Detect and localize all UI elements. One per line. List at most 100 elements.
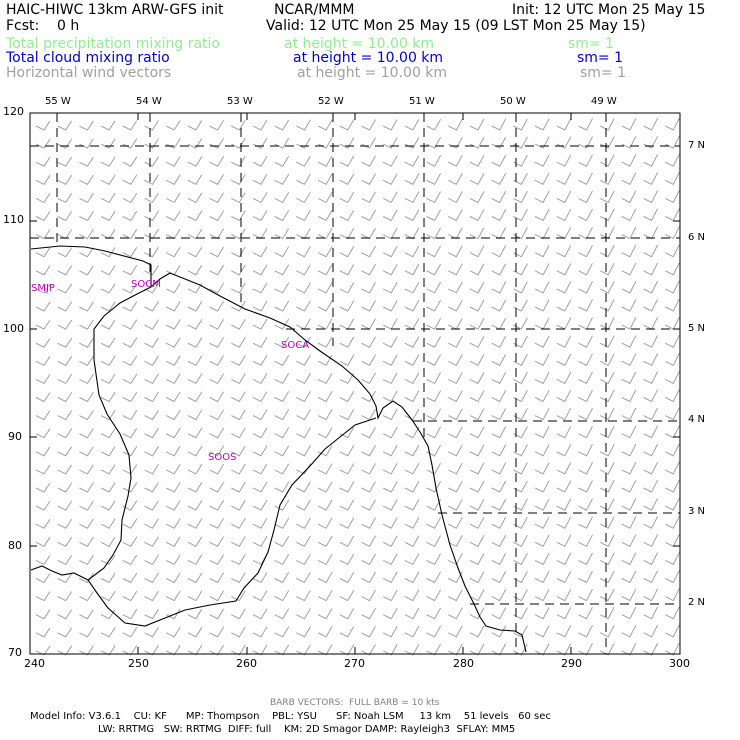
- wind-barb: [35, 337, 51, 348]
- wind-barb: [317, 209, 333, 222]
- wind-barb: [578, 444, 593, 457]
- wind-barb: [35, 319, 51, 330]
- wind-barb: [426, 643, 442, 656]
- wind-barb: [448, 480, 463, 493]
- wind-barb: [599, 516, 615, 529]
- wind-barb: [556, 299, 572, 312]
- wind-barb: [317, 173, 333, 185]
- wind-barb: [426, 155, 442, 167]
- wind-barb: [122, 355, 138, 366]
- wind-barb: [296, 300, 311, 312]
- wind-barb: [469, 209, 485, 222]
- wind-barb: [187, 264, 203, 276]
- wind-barb: [556, 371, 572, 385]
- wind-barb: [122, 645, 138, 656]
- wind-barb: [79, 573, 94, 584]
- wind-barb: [534, 480, 550, 493]
- wind-barb: [317, 553, 333, 566]
- wind-barb: [382, 463, 398, 475]
- wind-barb: [79, 265, 94, 276]
- wind-barb: [556, 281, 572, 294]
- field-cloud-name: Total cloud mixing ratio: [6, 50, 170, 66]
- wind-barb: [317, 517, 333, 529]
- field-cloud-sm: sm= 1: [577, 50, 624, 66]
- lon-label-54w: 54 W: [136, 96, 162, 107]
- wind-barb: [534, 389, 550, 403]
- wind-barb: [491, 462, 507, 475]
- wind-barb: [426, 209, 442, 222]
- wind-barb: [209, 138, 225, 149]
- wind-barb: [252, 626, 268, 638]
- wind-barb: [599, 317, 615, 330]
- wind-barb: [382, 517, 398, 529]
- wind-barb: [426, 390, 442, 403]
- wind-barb: [187, 319, 203, 330]
- wind-barb: [252, 300, 268, 312]
- wind-barb: [469, 136, 485, 149]
- wind-barb: [187, 427, 203, 439]
- wind-barb: [448, 155, 463, 167]
- wind-barb: [274, 554, 290, 566]
- wind-barb: [165, 536, 181, 547]
- wind-barb: [513, 552, 528, 566]
- wind-barb: [296, 372, 311, 385]
- wind-barb: [209, 337, 225, 348]
- wind-barb: [643, 117, 659, 131]
- wind-barb: [165, 319, 181, 330]
- wind-barb: [165, 391, 181, 403]
- wind-barb: [534, 552, 550, 566]
- wind-barb: [79, 174, 94, 185]
- wind-barb: [339, 336, 355, 348]
- wind-barb: [296, 644, 311, 656]
- wind-barb: [361, 354, 376, 366]
- wind-barb: [296, 626, 311, 638]
- wind-barb: [556, 118, 572, 131]
- wind-barb: [665, 425, 680, 439]
- wind-barb: [231, 572, 246, 584]
- wind-barb: [643, 479, 659, 493]
- wind-barb: [209, 192, 225, 204]
- wind-barb: [426, 535, 442, 547]
- wind-barb: [621, 172, 637, 185]
- wind-barb: [361, 119, 376, 131]
- wind-barb: [187, 228, 203, 240]
- wind-barb: [361, 155, 376, 167]
- wind-barb: [534, 263, 550, 276]
- wind-barb: [556, 154, 572, 167]
- wind-barb: [209, 264, 225, 276]
- wind-barb: [187, 120, 203, 131]
- wind-barb: [144, 427, 159, 439]
- wind-barb: [122, 572, 138, 584]
- x-tick-250: 250: [128, 657, 149, 670]
- wind-barb: [469, 426, 485, 439]
- wind-barb: [643, 389, 659, 403]
- wind-barb: [599, 643, 615, 656]
- wind-barb: [296, 137, 311, 149]
- wind-barb: [144, 355, 159, 366]
- wind-barb: [469, 571, 485, 584]
- wind-barb: [231, 337, 246, 348]
- wind-barb: [643, 172, 659, 185]
- wind-barb: [599, 443, 615, 457]
- wind-barb: [231, 355, 246, 366]
- wind-barb: [209, 572, 225, 584]
- wind-barb: [382, 300, 398, 312]
- wind-barb: [35, 356, 51, 366]
- wind-barb: [165, 192, 181, 204]
- wind-barb: [252, 137, 268, 149]
- wind-barb: [534, 643, 550, 656]
- site-label-smjp: SMJP: [31, 283, 55, 294]
- wind-barb: [317, 300, 333, 312]
- wind-barb: [643, 244, 659, 258]
- wind-barb: [534, 462, 550, 475]
- wind-barb: [79, 301, 94, 312]
- wind-barb: [252, 445, 268, 457]
- wind-barb: [361, 644, 376, 656]
- wind-barb: [491, 372, 507, 385]
- wind-barb: [534, 371, 550, 385]
- wind-barb: [57, 446, 73, 457]
- wind-barb: [35, 591, 51, 602]
- wind-barb: [448, 173, 463, 185]
- wind-barb: [35, 428, 51, 439]
- forecast-hour: Fcst: 0 h: [6, 18, 80, 34]
